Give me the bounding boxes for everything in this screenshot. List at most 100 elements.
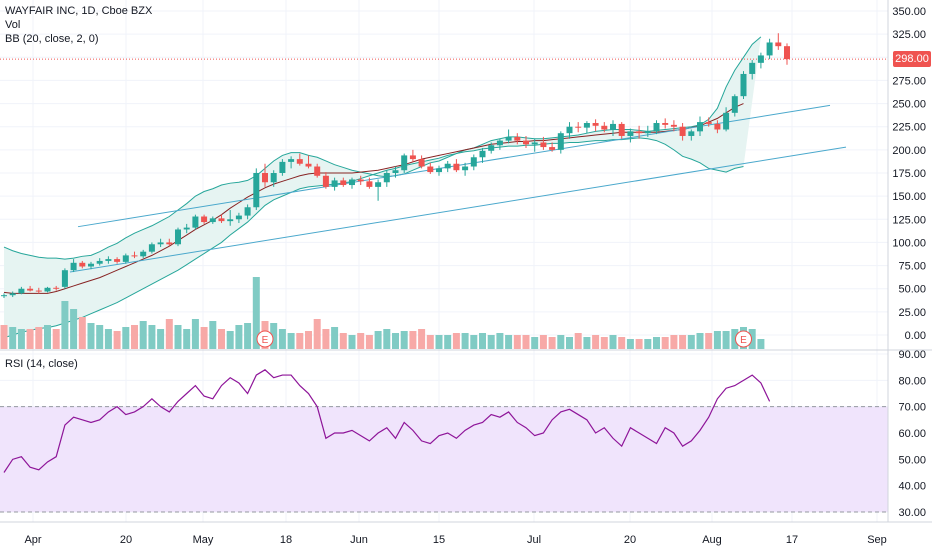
volume-bar bbox=[113, 331, 121, 349]
volume-bar bbox=[487, 335, 495, 349]
candle-body bbox=[61, 270, 68, 287]
x-tick-label: 18 bbox=[280, 534, 292, 546]
candle-body bbox=[723, 112, 730, 130]
volume-legend[interactable]: Vol bbox=[5, 19, 21, 31]
trend-channel-line[interactable] bbox=[69, 146, 847, 273]
candle-body bbox=[253, 173, 260, 208]
volume-bar bbox=[731, 329, 739, 349]
candle-body bbox=[697, 122, 703, 132]
volume-bar bbox=[722, 331, 730, 349]
candle-body bbox=[314, 166, 321, 176]
candle-body bbox=[53, 287, 60, 289]
volume-bar bbox=[374, 331, 382, 349]
volume-bar bbox=[70, 309, 78, 349]
candle-body bbox=[731, 96, 738, 113]
volume-bar bbox=[574, 333, 582, 349]
candle-body bbox=[505, 136, 512, 141]
volume-bar bbox=[331, 327, 339, 349]
earnings-marker[interactable] bbox=[256, 330, 274, 348]
earnings-marker-label: E bbox=[262, 335, 269, 346]
candle-body bbox=[409, 155, 416, 160]
volume-bar bbox=[287, 333, 295, 349]
earnings-marker[interactable] bbox=[735, 330, 752, 348]
candle-body bbox=[122, 255, 129, 262]
volume-bar bbox=[531, 337, 539, 349]
candle-body bbox=[670, 124, 677, 127]
volume-bar bbox=[539, 335, 547, 349]
volume-bar bbox=[365, 335, 373, 349]
candle-body bbox=[749, 62, 756, 74]
candle-body bbox=[27, 288, 34, 291]
bb-lower-line bbox=[3, 137, 744, 339]
price-tick-label: 350.00 bbox=[892, 6, 926, 18]
symbol-legend[interactable]: WAYFAIR INC, 1D, Cboe BZX bbox=[5, 5, 153, 17]
candle-body bbox=[784, 46, 790, 60]
volume-bar bbox=[270, 323, 278, 349]
candle-body bbox=[453, 163, 460, 171]
volume-bar bbox=[687, 335, 695, 349]
candle-body bbox=[627, 131, 634, 136]
candle-body bbox=[296, 159, 303, 164]
candle-body bbox=[392, 170, 399, 173]
candle-body bbox=[105, 259, 112, 261]
candle-body bbox=[331, 180, 338, 187]
volume-bar bbox=[635, 339, 643, 349]
x-tick-label: 20 bbox=[120, 534, 132, 546]
candle-body bbox=[740, 73, 747, 97]
x-tick-label: Apr bbox=[24, 534, 41, 546]
volume-bar bbox=[313, 319, 321, 349]
rsi-tick-label: 60.00 bbox=[898, 428, 926, 440]
candle-body bbox=[366, 181, 373, 187]
price-tick-label: 225.00 bbox=[892, 122, 926, 134]
volume-bar bbox=[139, 321, 147, 349]
candle-body bbox=[618, 123, 625, 136]
volume-bar bbox=[174, 325, 182, 349]
candle-body bbox=[714, 123, 721, 130]
rsi-tick-label: 50.00 bbox=[898, 454, 926, 466]
candle-body bbox=[575, 126, 582, 128]
volume-bar bbox=[200, 327, 208, 349]
volume-bar bbox=[513, 335, 521, 349]
volume-bar bbox=[131, 325, 138, 349]
volume-bar bbox=[122, 327, 130, 349]
candle-body bbox=[766, 42, 773, 56]
volume-bar bbox=[209, 321, 217, 349]
volume-bar bbox=[409, 331, 417, 349]
x-tick-label: Sep bbox=[867, 534, 887, 546]
candle-body bbox=[166, 242, 173, 245]
candle-body bbox=[444, 163, 451, 169]
volume-bar bbox=[600, 337, 608, 349]
candle-body bbox=[375, 182, 382, 187]
candle-body bbox=[183, 227, 190, 230]
candle-body bbox=[262, 173, 268, 183]
volume-bar bbox=[505, 335, 513, 349]
volume-bar bbox=[522, 335, 530, 349]
volume-bar bbox=[305, 331, 312, 349]
volume-bar bbox=[548, 337, 556, 349]
volume-bar bbox=[392, 333, 399, 349]
candle-body bbox=[688, 131, 695, 136]
candle-body bbox=[514, 136, 521, 141]
candle-body bbox=[157, 242, 164, 245]
rsi-legend[interactable]: RSI (14, close) bbox=[5, 358, 78, 370]
candle-body bbox=[35, 290, 42, 292]
volume-bar bbox=[418, 329, 426, 349]
candle-body bbox=[227, 219, 234, 222]
candle-body bbox=[96, 260, 103, 264]
volume-bar bbox=[191, 319, 199, 349]
candle-body bbox=[192, 216, 199, 228]
candle-body bbox=[523, 140, 529, 145]
candle-body bbox=[401, 155, 408, 171]
volume-bar bbox=[661, 337, 669, 349]
candle-body bbox=[462, 166, 469, 171]
candle-body bbox=[636, 131, 643, 134]
price-tick-label: 75.00 bbox=[898, 261, 926, 273]
bollinger-bands-legend[interactable]: BB (20, close, 2, 0) bbox=[5, 33, 99, 45]
candle-body bbox=[131, 255, 138, 257]
candle-body bbox=[349, 179, 355, 186]
volume-bar bbox=[644, 339, 652, 349]
candle-body bbox=[114, 259, 121, 262]
x-tick-label: Aug bbox=[702, 534, 722, 546]
